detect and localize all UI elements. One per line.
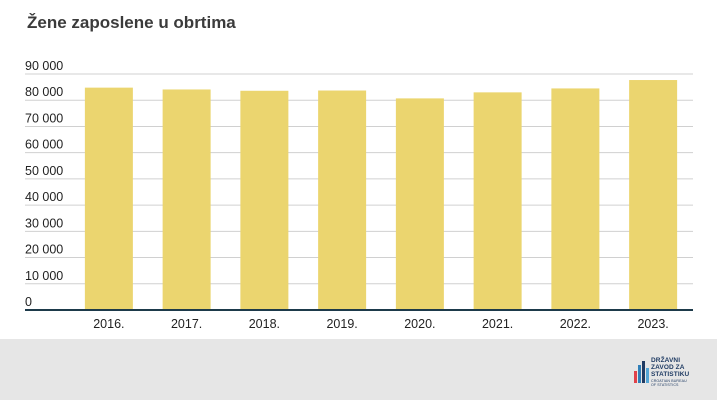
y-tick-label: 90 000 bbox=[25, 59, 63, 73]
x-tick-label: 2022. bbox=[560, 317, 591, 331]
x-tick-label: 2016. bbox=[93, 317, 124, 331]
y-tick-label: 20 000 bbox=[25, 243, 63, 257]
bar-2021 bbox=[473, 92, 522, 310]
y-tick-label: 70 000 bbox=[25, 111, 63, 125]
y-tick-label: 80 000 bbox=[25, 85, 63, 99]
chart-title: Žene zaposlene u obrtima bbox=[27, 13, 236, 32]
bar-chart: 0 10 000 20 000 30 000 40 000 50 000 60 000 70 … bbox=[25, 59, 693, 331]
logo-line-2: ZAVOD ZA bbox=[651, 364, 685, 371]
bar-2020 bbox=[395, 98, 444, 311]
y-tick-label: 10 000 bbox=[25, 269, 63, 283]
x-tick-label: 2018. bbox=[249, 317, 280, 331]
bar-2016 bbox=[84, 87, 133, 310]
y-tick-label: 30 000 bbox=[25, 216, 63, 230]
bar-2019 bbox=[318, 90, 367, 311]
logo-line-5: OF STATISTICS bbox=[651, 383, 679, 387]
x-tick-label: 2021. bbox=[482, 317, 513, 331]
logo-line-3: STATISTIKU bbox=[651, 371, 690, 378]
bar-2018 bbox=[240, 90, 289, 310]
x-tick-label: 2020. bbox=[404, 317, 435, 331]
y-tick-label: 0 bbox=[25, 295, 32, 309]
bar-2022 bbox=[551, 88, 600, 310]
x-axis-ticks: 2016. 2017. 2018. 2019. 2020. 2021. 2022. 2023. bbox=[93, 317, 669, 331]
y-tick-label: 50 000 bbox=[25, 164, 63, 178]
x-tick-label: 2023. bbox=[637, 317, 668, 331]
footer-bar: DRŽAVNI ZAVOD ZA STATISTIKU CROATIAN BUR… bbox=[0, 339, 717, 400]
dzs-logo: DRŽAVNI ZAVOD ZA STATISTIKU CROATIAN BUR… bbox=[634, 355, 709, 387]
y-tick-label: 40 000 bbox=[25, 190, 63, 204]
bar-2017 bbox=[162, 89, 211, 311]
y-tick-label: 60 000 bbox=[25, 138, 63, 152]
y-axis-ticks: 0 10 000 20 000 30 000 40 000 50 000 60 000 70 … bbox=[25, 59, 63, 309]
bar-2023 bbox=[629, 80, 678, 310]
logo-line-1: DRŽAVNI bbox=[651, 357, 681, 364]
logo-line-4: CROATIAN BUREAU bbox=[651, 379, 687, 383]
x-tick-label: 2017. bbox=[171, 317, 202, 331]
bar-chart-logo-icon bbox=[634, 361, 649, 383]
bars bbox=[84, 80, 678, 311]
x-tick-label: 2019. bbox=[326, 317, 357, 331]
